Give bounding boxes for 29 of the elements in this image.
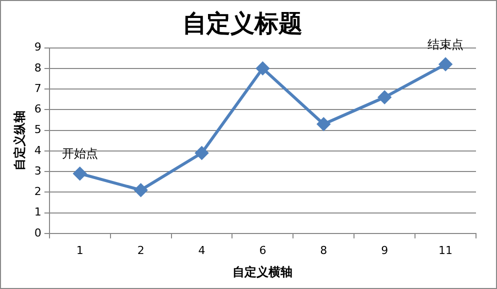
- y-tick-label: 5: [34, 123, 42, 136]
- x-axis-title: 自定义横轴: [232, 264, 293, 279]
- y-tick-label: 3: [34, 164, 42, 178]
- y-tick-label: 0: [34, 226, 42, 240]
- x-tick-label: 4: [198, 244, 206, 257]
- annotation: 结束点: [428, 37, 464, 52]
- y-tick-label: 6: [34, 102, 42, 116]
- point: [378, 90, 392, 104]
- x-tick-label: 8: [320, 244, 328, 257]
- point: [439, 58, 452, 71]
- x-tick-label: 1: [76, 244, 84, 257]
- chart-title: 自定义标题: [182, 10, 302, 38]
- y-tick-label: 7: [34, 82, 42, 95]
- y-tick-label: 4: [34, 144, 42, 157]
- x-tick-label: 6: [259, 244, 266, 257]
- y-tick-label: 9: [34, 40, 42, 54]
- x-tick-label: 2: [137, 244, 144, 257]
- x-tick-label: 9: [381, 244, 388, 257]
- point: [73, 167, 86, 180]
- x-tick-label: 11: [438, 244, 453, 257]
- y-tick-label: 8: [34, 61, 42, 74]
- y-tick-label: 2: [34, 185, 42, 198]
- annotation: 开始点: [62, 146, 98, 161]
- y-tick-label: 1: [34, 206, 42, 219]
- point: [195, 146, 208, 160]
- point: [317, 118, 330, 131]
- y-axis-title: 自定义纵轴: [12, 110, 26, 171]
- point: [256, 62, 270, 75]
- point: [134, 184, 148, 197]
